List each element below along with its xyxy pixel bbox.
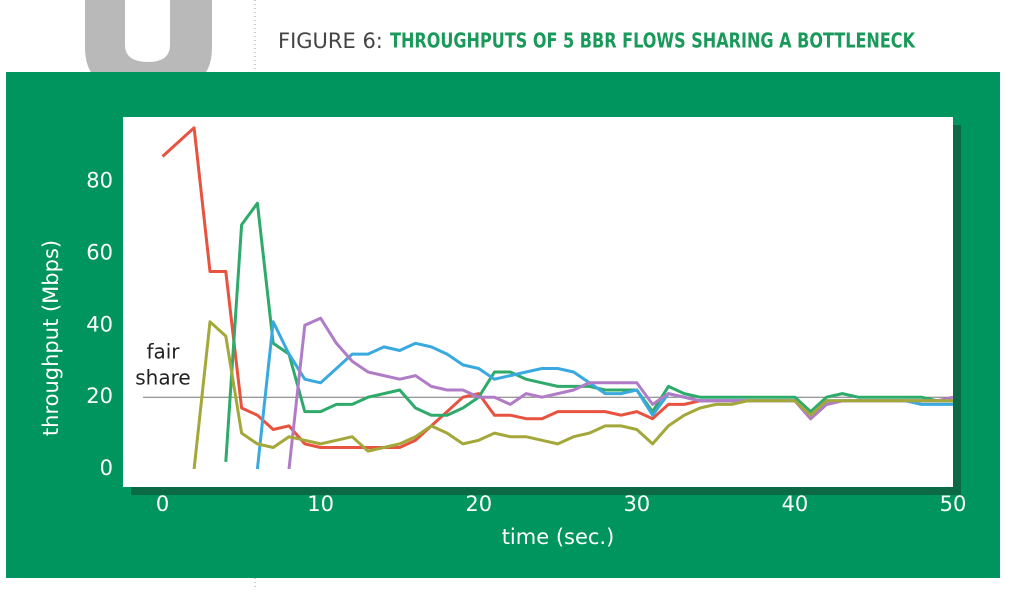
y-tick-label: 40: [86, 312, 113, 336]
x-tick-label: 50: [940, 492, 967, 516]
logo: [85, 0, 212, 95]
y-tick-label: 20: [86, 384, 113, 408]
y-tick-label: 60: [86, 241, 113, 265]
x-axis-label: time (sec.): [502, 525, 615, 549]
y-tick-label: 0: [100, 456, 113, 480]
x-tick-label: 10: [307, 492, 334, 516]
x-tick-label: 20: [465, 492, 492, 516]
x-tick-label: 40: [782, 492, 809, 516]
x-tick-label: 0: [156, 492, 169, 516]
series-line: [224, 201, 953, 462]
figure-label: FIGURE 6:: [278, 29, 383, 53]
y-axis-label: throughput (Mbps): [39, 240, 63, 436]
annotation: share: [135, 366, 190, 390]
chart-title: THROUGHPUTS OF 5 BBR FLOWS SHARING A BOT…: [390, 29, 916, 53]
y-tick-label: 80: [86, 169, 113, 193]
x-tick-label: 30: [623, 492, 650, 516]
series-line: [192, 320, 953, 470]
plot-area: [123, 117, 953, 487]
annotation: fair: [146, 340, 180, 364]
